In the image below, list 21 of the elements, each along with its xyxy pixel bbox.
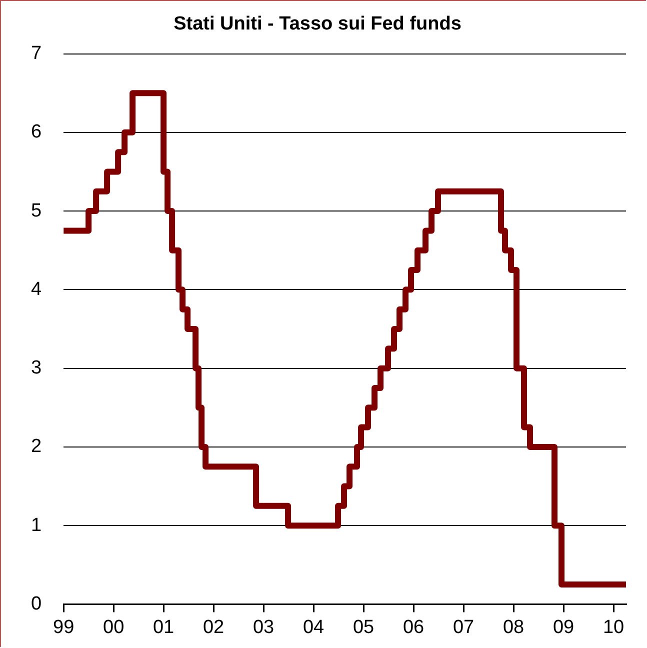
y-tick-label: 2 <box>30 436 42 458</box>
y-tick-label: 5 <box>30 200 42 222</box>
y-tick-label: 0 <box>30 593 42 614</box>
x-tick-label: 00 <box>102 616 124 638</box>
x-tick-label: 03 <box>252 616 274 638</box>
x-tick-label: 08 <box>502 616 524 638</box>
x-tick-label: 05 <box>352 616 374 638</box>
x-tick-label: 01 <box>152 616 174 638</box>
x-tick-label: 04 <box>302 616 325 638</box>
y-tick-label: 4 <box>30 278 42 300</box>
x-tick-label: 09 <box>552 616 574 638</box>
x-tick-label: 07 <box>452 616 474 638</box>
x-tick-label: 10 <box>602 616 624 638</box>
y-tick-label: 6 <box>30 122 42 143</box>
y-tick-label: 7 <box>30 43 42 64</box>
x-tick-label: 02 <box>202 616 224 638</box>
chart-title: Stati Uniti - Tasso sui Fed funds <box>174 14 462 35</box>
y-tick-label: 1 <box>30 514 42 536</box>
x-tick-label: 99 <box>52 616 74 638</box>
y-tick-label: 3 <box>30 358 42 379</box>
x-tick-label: 06 <box>402 616 424 638</box>
